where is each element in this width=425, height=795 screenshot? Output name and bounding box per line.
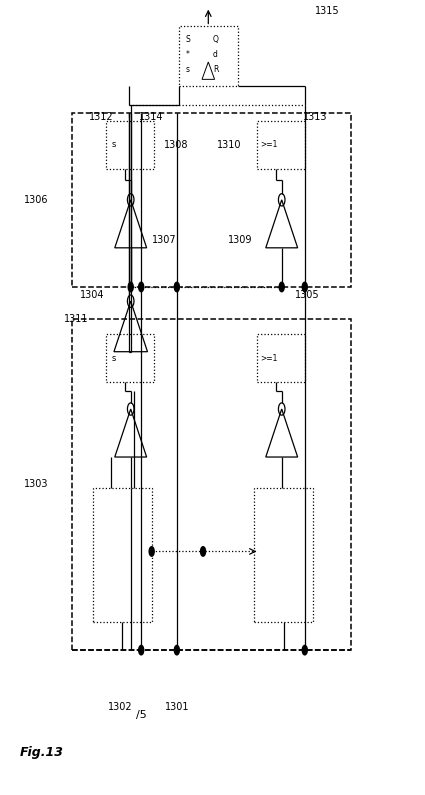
Text: >=1: >=1 <box>261 354 278 363</box>
Text: 1304: 1304 <box>80 290 105 300</box>
Text: 1301: 1301 <box>164 702 189 712</box>
Bar <box>72 319 351 650</box>
Circle shape <box>201 547 206 556</box>
Circle shape <box>139 646 144 655</box>
Text: 1310: 1310 <box>217 140 242 150</box>
Circle shape <box>302 646 307 655</box>
Text: 1306: 1306 <box>24 195 48 205</box>
Text: *: * <box>185 50 189 60</box>
Circle shape <box>128 282 133 292</box>
Bar <box>72 114 351 287</box>
Text: 1315: 1315 <box>315 6 340 16</box>
Bar <box>255 488 313 622</box>
Text: s: s <box>185 64 189 74</box>
Bar <box>257 121 305 169</box>
Circle shape <box>302 282 307 292</box>
Circle shape <box>139 282 144 292</box>
Circle shape <box>174 646 179 655</box>
Bar <box>105 335 154 382</box>
Text: 1311: 1311 <box>64 313 88 324</box>
Bar <box>93 488 152 622</box>
Bar <box>257 335 305 382</box>
Text: 1302: 1302 <box>108 702 133 712</box>
Text: 1309: 1309 <box>228 235 252 245</box>
Bar <box>105 121 154 169</box>
Text: /5: /5 <box>136 710 147 719</box>
Circle shape <box>279 282 284 292</box>
Text: Fig.13: Fig.13 <box>20 747 64 759</box>
Text: 1313: 1313 <box>303 112 328 122</box>
Text: >=1: >=1 <box>261 141 278 149</box>
Text: d: d <box>213 50 218 60</box>
Text: 1307: 1307 <box>152 235 176 245</box>
Text: S: S <box>185 35 190 44</box>
Circle shape <box>174 282 179 292</box>
Text: s: s <box>112 354 116 363</box>
Text: Q: Q <box>213 35 219 44</box>
Text: s: s <box>112 141 116 149</box>
Bar <box>179 26 238 86</box>
Text: R: R <box>213 64 218 74</box>
Text: 1303: 1303 <box>24 479 48 490</box>
Text: 1314: 1314 <box>139 112 164 122</box>
Text: 1305: 1305 <box>295 290 320 300</box>
Circle shape <box>149 547 154 556</box>
Text: 1312: 1312 <box>89 112 113 122</box>
Text: 1308: 1308 <box>164 140 189 150</box>
